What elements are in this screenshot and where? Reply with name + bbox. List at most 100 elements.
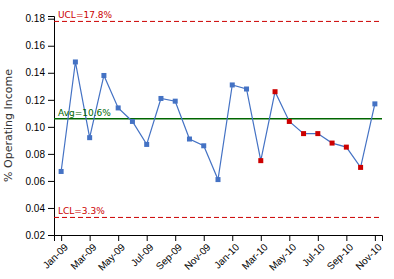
y-tick-label: 0.06 <box>26 176 46 187</box>
y-tick: 0.10 <box>26 122 54 133</box>
x-axis: Jan-09Mar-09May-09Jul-09Sep-09Nov-09Jan-… <box>41 235 384 273</box>
y-tick-label: 0.04 <box>26 203 46 214</box>
x-tick-label: Mar-09 <box>68 241 98 271</box>
y-tick-mark <box>48 73 54 74</box>
x-tick-label: Jul-10 <box>300 241 327 268</box>
marks <box>54 21 382 217</box>
data-point <box>358 165 363 170</box>
reference-labels: UCL=17.8% LCL=3.3% Avg=10.6% <box>58 10 112 216</box>
data-point <box>173 99 178 104</box>
reference-line <box>54 217 382 218</box>
y-tick: 0.14 <box>26 67 54 78</box>
y-tick: 0.06 <box>26 176 54 187</box>
data-point <box>372 101 377 106</box>
x-tick: May-10 <box>267 235 299 273</box>
x-tick-label: Jul-09 <box>129 241 156 268</box>
y-tick-mark <box>48 154 54 155</box>
x-tick-mark <box>261 235 262 241</box>
y-axis-title: % Operating Income <box>2 69 15 182</box>
x-tick-mark <box>318 235 319 241</box>
x-tick-mark <box>204 235 205 241</box>
y-tick-mark <box>48 235 54 236</box>
y-tick: 0.02 <box>26 230 54 241</box>
data-point <box>59 169 64 174</box>
x-tick-mark <box>90 235 91 241</box>
y-tick-mark <box>48 19 54 20</box>
x-tick-label: Jan-09 <box>41 241 71 271</box>
y-tick-mark <box>48 208 54 209</box>
x-tick-mark <box>375 235 376 241</box>
data-point <box>144 142 149 147</box>
reference-label: UCL=17.8% <box>58 10 112 20</box>
y-tick-label: 0.12 <box>26 95 46 106</box>
x-tick-mark <box>289 235 290 241</box>
data-point <box>73 59 78 64</box>
data-point <box>230 82 235 87</box>
y-tick-label: 0.10 <box>26 122 46 133</box>
x-tick: Nov-09 <box>182 235 213 272</box>
data-point <box>287 119 292 124</box>
reference-label: LCL=3.3% <box>58 206 105 216</box>
x-tick-label: Nov-09 <box>182 241 213 272</box>
x-tick: Sep-09 <box>154 235 185 272</box>
data-point <box>101 73 106 78</box>
x-tick-label: Mar-10 <box>240 241 270 271</box>
y-tick-mark <box>48 181 54 182</box>
x-tick-label: Sep-10 <box>325 241 356 272</box>
x-tick: Jul-09 <box>129 235 156 268</box>
data-point <box>216 177 221 182</box>
x-tick: Mar-10 <box>240 235 270 272</box>
data-point <box>258 158 263 163</box>
y-tick-label: 0.08 <box>26 149 46 160</box>
x-tick-label: Sep-09 <box>154 241 185 272</box>
data-point <box>116 105 121 110</box>
reference-line <box>54 118 382 120</box>
data-point <box>315 131 320 136</box>
data-point <box>330 141 335 146</box>
x-tick-mark <box>346 235 347 241</box>
x-tick-mark <box>147 235 148 241</box>
data-line <box>61 62 375 180</box>
y-axis-line <box>48 17 55 236</box>
plot: 0.02 0.04 0.06 0.08 0.10 0.12 0.14 0.16 0.18 Jan-… <box>26 10 385 272</box>
x-tick-label: Jan-10 <box>212 241 242 271</box>
x-axis-line <box>55 236 383 242</box>
data-point <box>158 96 163 101</box>
x-tick-label: Nov-10 <box>353 241 384 272</box>
x-tick: Mar-09 <box>68 235 98 272</box>
x-tick-mark <box>175 235 176 241</box>
reference-label: Avg=10.6% <box>58 108 111 118</box>
y-tick: 0.08 <box>26 149 54 160</box>
data-point <box>301 131 306 136</box>
chart: 0.02 0.04 0.06 0.08 0.10 0.12 0.14 0.16 0.18 Jan-… <box>0 0 394 279</box>
data-point <box>201 143 206 148</box>
y-tick-label: 0.14 <box>26 67 46 78</box>
data-point <box>273 89 278 94</box>
reference-line <box>54 21 382 22</box>
data-point <box>130 119 135 124</box>
y-tick: 0.04 <box>26 203 54 214</box>
y-tick: 0.12 <box>26 95 54 106</box>
x-tick: Jan-09 <box>41 235 71 271</box>
x-tick: May-09 <box>96 235 128 273</box>
data-point <box>344 145 349 150</box>
y-tick-label: 0.02 <box>26 230 46 241</box>
data-point <box>187 137 192 142</box>
y-tick-mark <box>48 46 54 47</box>
x-tick-label: May-10 <box>267 241 299 273</box>
y-tick: 0.18 <box>26 13 54 24</box>
x-tick: Nov-10 <box>353 235 384 272</box>
y-tick-mark <box>48 127 54 128</box>
x-tick-mark <box>232 235 233 241</box>
y-tick-mark <box>48 100 54 101</box>
x-tick-label: May-09 <box>96 241 128 273</box>
y-tick: 0.16 <box>26 40 54 51</box>
x-tick: Sep-10 <box>325 235 356 272</box>
data-point <box>244 87 249 92</box>
x-tick: Jan-10 <box>212 235 242 271</box>
y-axis: 0.02 0.04 0.06 0.08 0.10 0.12 0.14 0.16 0.18 <box>26 13 55 240</box>
y-tick-label: 0.16 <box>26 40 46 51</box>
x-tick: Jul-10 <box>300 235 327 268</box>
data-point <box>87 135 92 140</box>
y-tick-label: 0.18 <box>26 13 46 24</box>
